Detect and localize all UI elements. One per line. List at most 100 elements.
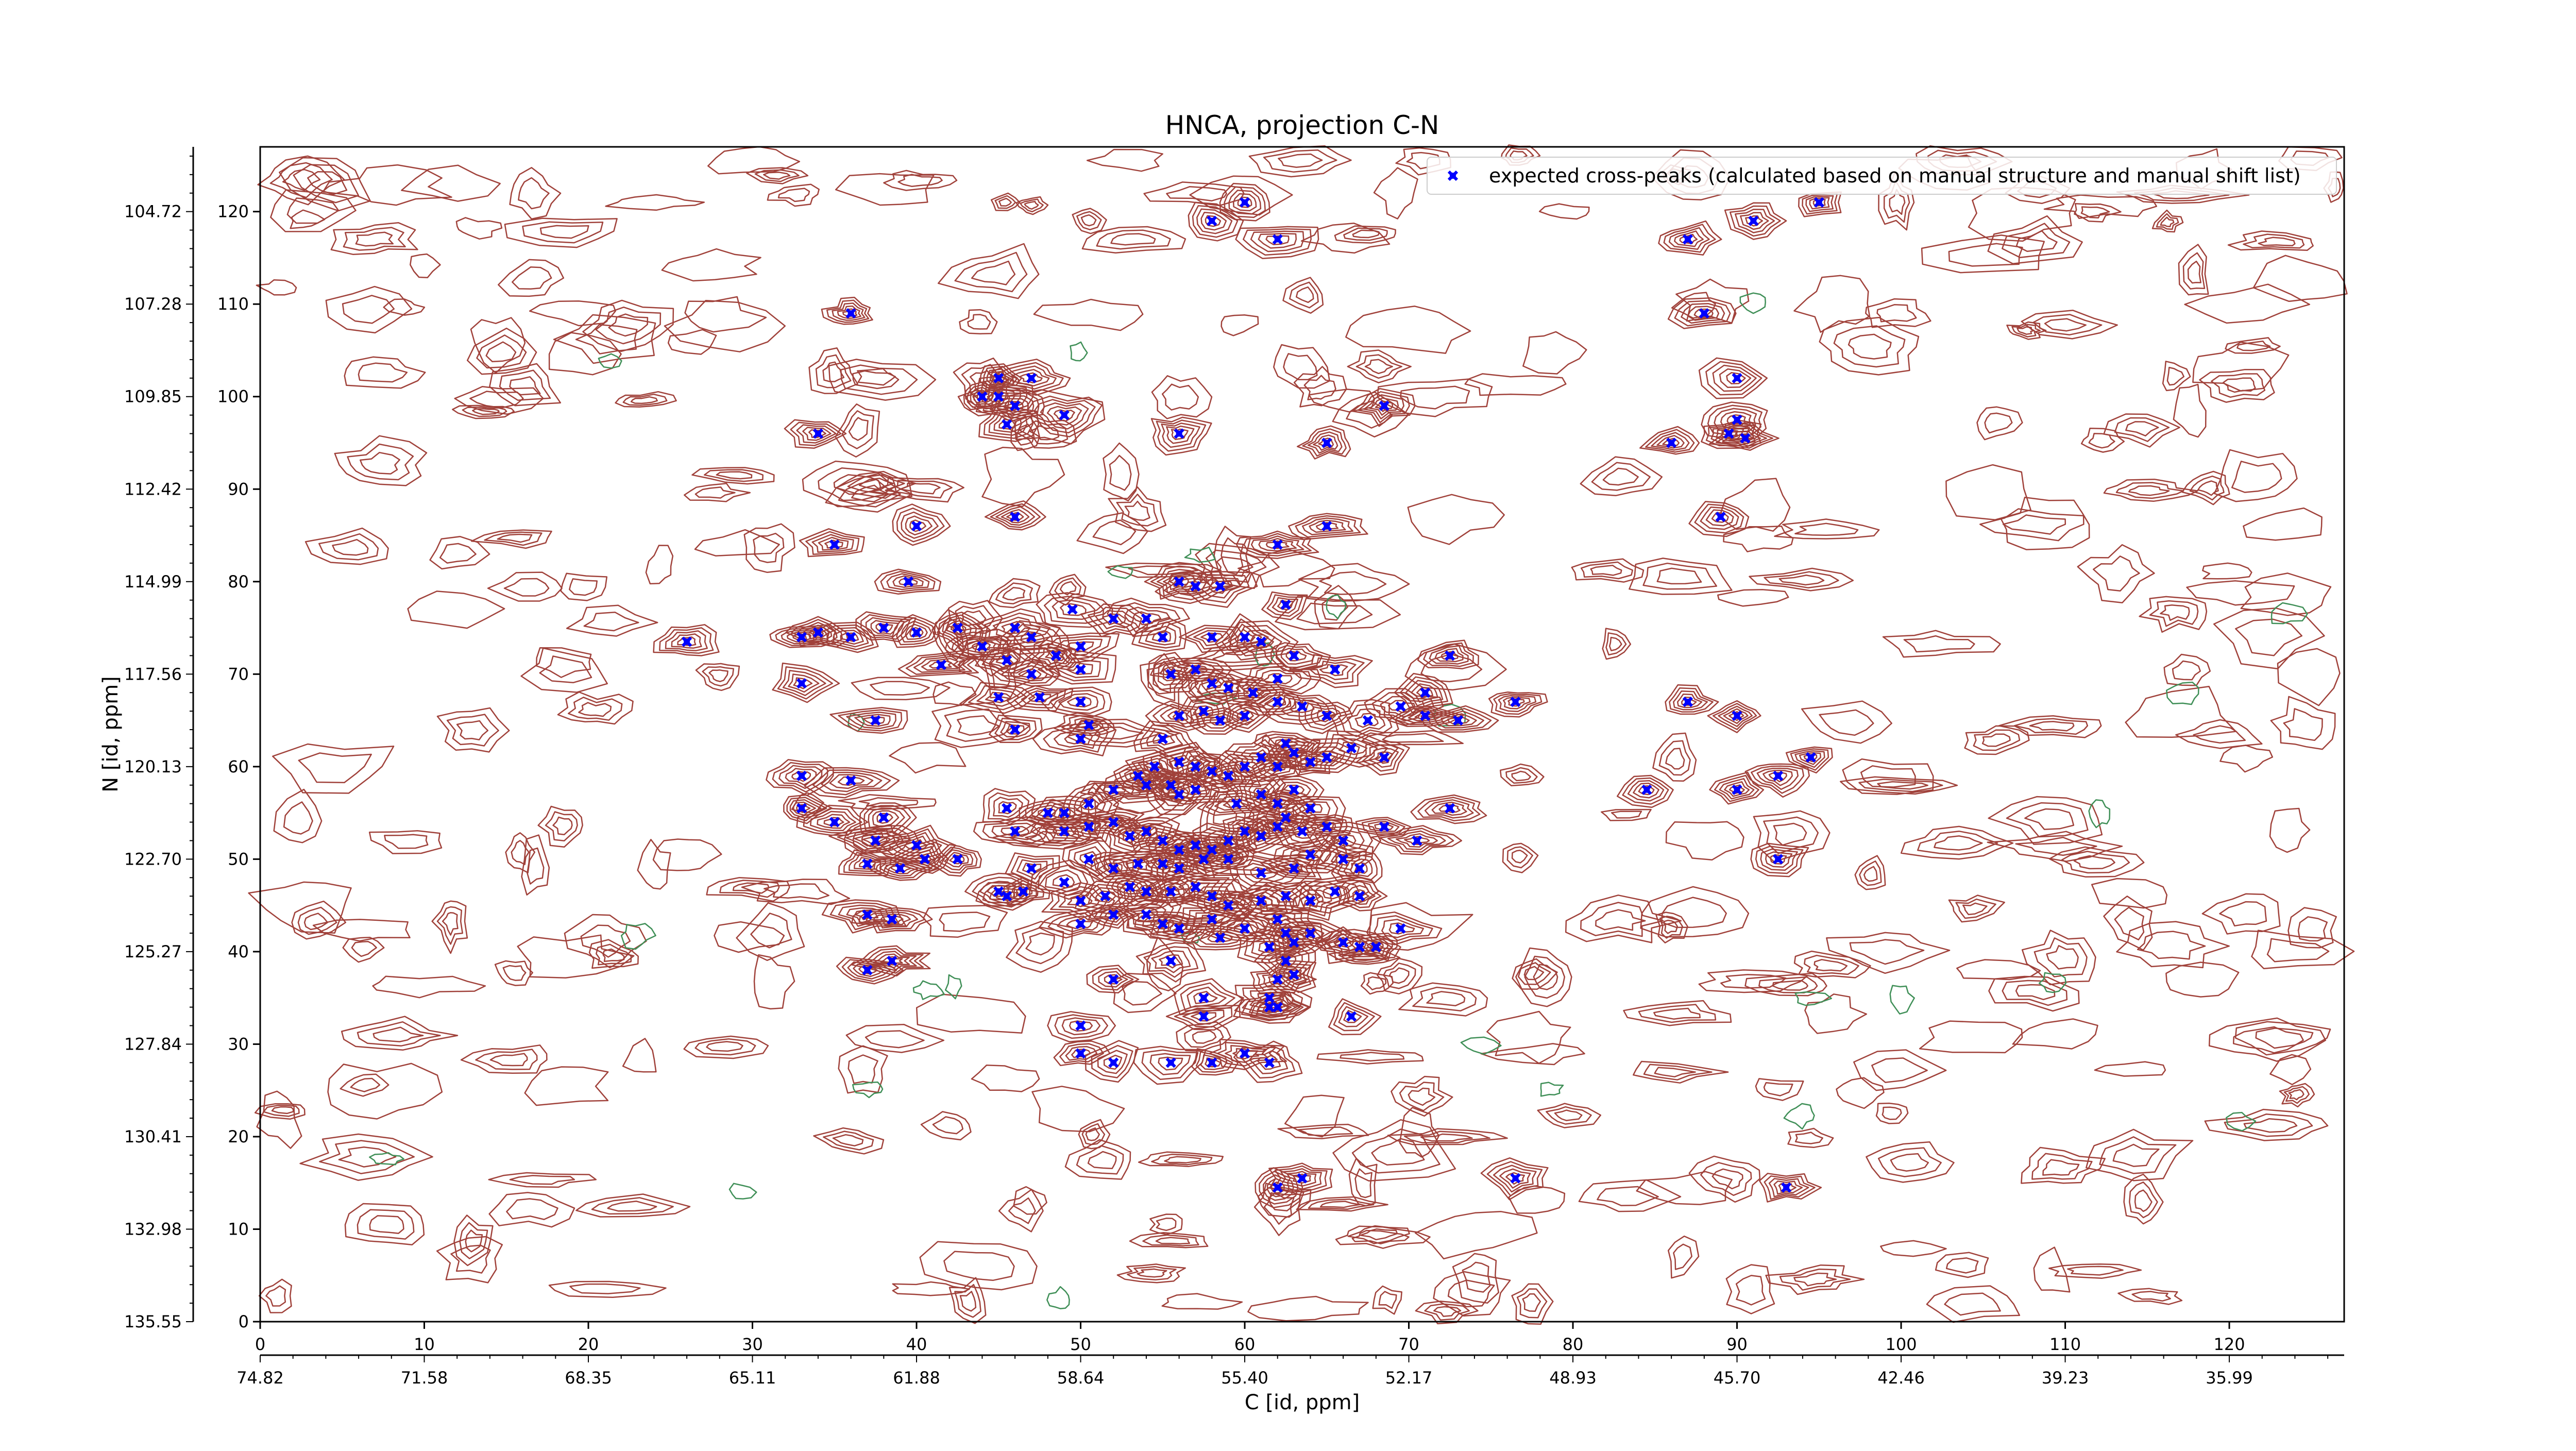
peak-contour: [1173, 978, 1244, 1016]
noise-contour: [694, 529, 780, 556]
x-tick-label: 90: [1726, 1335, 1748, 1354]
noise-contour: [1602, 628, 1632, 660]
peak-contour: [1254, 669, 1302, 688]
peak-contour: [1259, 1171, 1299, 1205]
noise-contour: [2002, 223, 2071, 258]
peak-contour: [1681, 302, 1725, 324]
peak-contour: [1172, 578, 1222, 597]
expected-peak-marker: [1370, 941, 1381, 953]
peak-contour: [1193, 630, 1231, 647]
peak-contour: [1079, 851, 1098, 867]
noise-contour: [1024, 200, 1039, 210]
noise-contour: [1512, 958, 1558, 990]
peak-contour: [971, 643, 991, 651]
noise-contour: [813, 1127, 885, 1155]
peak-contour: [1349, 862, 1368, 874]
peak-contour: [818, 536, 849, 551]
peak-contour: [1616, 774, 1674, 808]
expected-peak-marker: [1256, 868, 1266, 879]
peak-contour: [934, 847, 978, 874]
noise-contour: [851, 484, 890, 502]
peak-contour: [1011, 368, 1050, 387]
expected-peak-marker: [1305, 756, 1316, 767]
peak-contour: [1726, 414, 1746, 426]
contour-layer: [248, 144, 2355, 1325]
noise-contour: [1433, 1271, 1511, 1317]
noise-contour: [1866, 1141, 1955, 1183]
peak-contour: [1149, 1053, 1191, 1075]
noise-contour: [2213, 608, 2325, 670]
negative-contour: [728, 1183, 757, 1200]
peak-contour: [1705, 422, 1756, 447]
peak-contour: [1705, 361, 1762, 396]
noise-contour: [1086, 148, 1163, 172]
noise-contour: [466, 327, 537, 375]
expected-peak-marker: [1002, 655, 1012, 666]
peak-contour: [784, 419, 847, 449]
expected-peak-marker: [993, 692, 1004, 703]
expected-peak-marker: [1666, 437, 1677, 448]
noise-contour: [944, 708, 1015, 742]
peak-contour: [1282, 966, 1307, 986]
noise-contour: [442, 912, 459, 936]
expected-peak-marker: [1026, 863, 1037, 874]
expected-peak-marker: [1239, 1048, 1250, 1059]
noise-contour: [446, 714, 499, 747]
peak-contour: [854, 714, 891, 727]
peak-contour: [1707, 404, 1762, 436]
negative-contour: [1460, 1036, 1502, 1055]
noise-contour: [2184, 283, 2311, 324]
peak-contour: [860, 614, 911, 640]
peak-contour: [1116, 819, 1173, 843]
peak-contour: [989, 650, 1026, 670]
peak-contour: [1186, 702, 1219, 721]
peak-contour: [1298, 874, 1379, 914]
noise-contour: [1571, 558, 1645, 583]
expected-peak-marker: [1223, 683, 1234, 694]
expected-peak-marker: [1141, 613, 1152, 624]
noise-contour: [2269, 807, 2311, 853]
noise-contour: [1378, 1291, 1397, 1309]
expected-peak-marker: [1207, 215, 1217, 226]
noise-contour: [1263, 149, 1337, 173]
expected-peak-marker: [1445, 650, 1455, 661]
noise-contour: [517, 934, 635, 978]
peak-contour: [1714, 408, 1757, 433]
noise-contour: [1720, 974, 1787, 989]
peak-contour: [1765, 851, 1793, 868]
peak-contour: [975, 389, 1045, 423]
expected-peak-marker: [1108, 909, 1119, 920]
expected-peak-marker: [1321, 710, 1332, 721]
expected-peak-marker: [1814, 197, 1824, 208]
negative-contour: [1889, 985, 1915, 1015]
peak-contour: [1715, 425, 1773, 449]
peak-contour: [1181, 581, 1211, 593]
noise-contour: [272, 743, 395, 794]
peak-contour: [1296, 425, 1351, 460]
noise-contour: [1565, 895, 1682, 943]
peak-contour: [1032, 720, 1117, 756]
peak-contour: [1163, 572, 1195, 590]
expected-peak-marker: [796, 678, 807, 689]
noise-contour: [552, 816, 573, 835]
noise-contour: [1094, 727, 1144, 740]
peak-contour: [933, 611, 988, 652]
expected-peak-marker: [1141, 886, 1152, 897]
noise-contour: [2235, 618, 2303, 656]
noise-contour: [1010, 415, 1040, 451]
noise-contour: [1151, 1154, 1213, 1166]
noise-contour: [2162, 361, 2191, 392]
peak-contour: [1252, 792, 1308, 817]
noise-contour: [2214, 449, 2298, 502]
y-ppm-tick-label: 120.13: [124, 757, 182, 777]
peak-contour: [1246, 895, 1273, 908]
peak-contour: [1086, 811, 1139, 834]
noise-contour: [1334, 225, 1396, 244]
noise-contour: [1164, 1156, 1201, 1164]
peak-contour: [1379, 828, 1454, 853]
expected-peak-marker: [1050, 650, 1061, 661]
noise-contour: [1725, 1264, 1775, 1314]
noise-contour: [1085, 1127, 1100, 1141]
expected-peak-marker: [1289, 747, 1299, 758]
noise-contour: [840, 364, 918, 395]
